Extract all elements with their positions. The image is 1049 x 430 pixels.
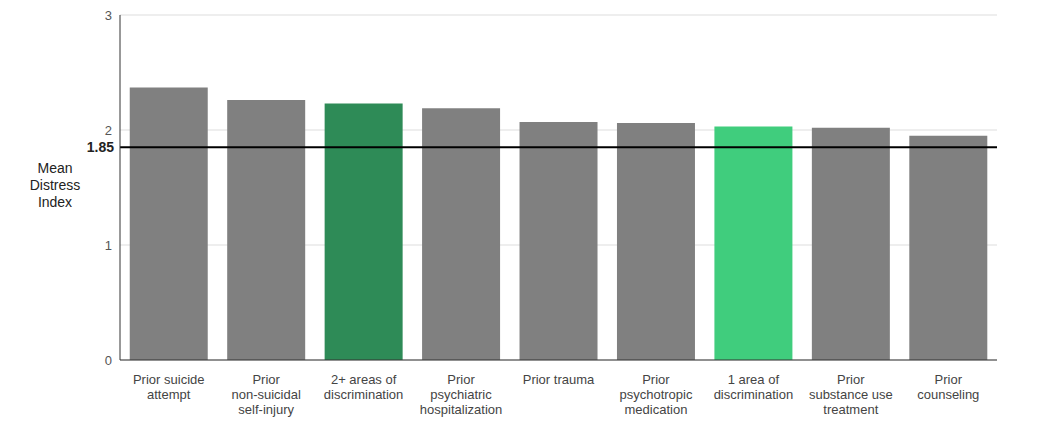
svg-text:Prior suicideattempt: Prior suicideattempt <box>133 372 205 402</box>
svg-text:Priorpsychiatrichospitalizatio: Priorpsychiatrichospitalization <box>420 372 502 417</box>
svg-text:Priornon-suicidalself-injury: Priornon-suicidalself-injury <box>231 372 300 417</box>
svg-text:Priorcounseling: Priorcounseling <box>917 372 979 402</box>
svg-text:0: 0 <box>105 353 112 368</box>
svg-text:2: 2 <box>105 123 112 138</box>
svg-text:1: 1 <box>105 238 112 253</box>
svg-text:MeanDistressIndex: MeanDistressIndex <box>30 160 81 210</box>
svg-text:1.85: 1.85 <box>87 139 114 155</box>
svg-text:1 area ofdiscrimination: 1 area ofdiscrimination <box>714 372 793 402</box>
svg-text:2+ areas ofdiscrimination: 2+ areas ofdiscrimination <box>324 372 403 402</box>
svg-text:Priorpsychotropicmedication: Priorpsychotropicmedication <box>619 372 692 417</box>
svg-text:Prior trauma: Prior trauma <box>523 372 595 387</box>
svg-text:3: 3 <box>105 8 112 23</box>
svg-text:Priorsubstance usetreatment: Priorsubstance usetreatment <box>809 372 893 417</box>
